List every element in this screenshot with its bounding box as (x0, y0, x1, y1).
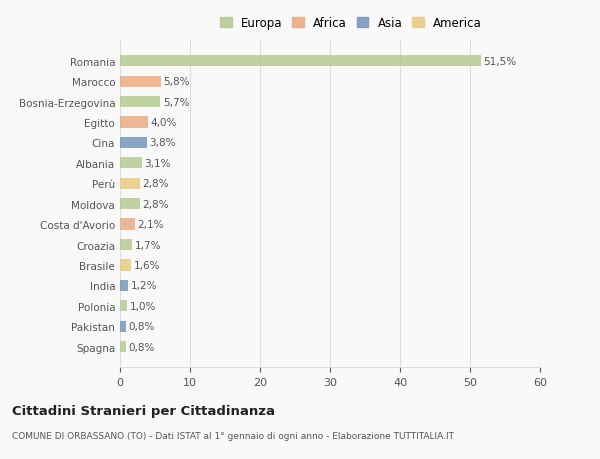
Text: 0,8%: 0,8% (128, 342, 155, 352)
Text: 1,6%: 1,6% (134, 260, 161, 270)
Text: 5,7%: 5,7% (163, 97, 189, 107)
Bar (120, 178, 140, 190)
Text: 3,1%: 3,1% (145, 158, 171, 168)
Text: 2,8%: 2,8% (142, 199, 169, 209)
Bar (120, 199, 140, 210)
Bar (120, 77, 161, 88)
Bar (120, 260, 131, 271)
Bar (120, 117, 148, 129)
Text: 4,0%: 4,0% (151, 118, 177, 128)
Bar (120, 138, 146, 149)
Text: 1,0%: 1,0% (130, 301, 156, 311)
Bar (120, 240, 132, 251)
Text: 2,8%: 2,8% (142, 179, 169, 189)
Text: 0,8%: 0,8% (128, 321, 155, 331)
Text: 1,2%: 1,2% (131, 281, 158, 291)
Text: 1,7%: 1,7% (134, 240, 161, 250)
Bar (120, 56, 481, 67)
Bar (120, 219, 134, 230)
Bar (120, 301, 127, 312)
Legend: Europa, Africa, Asia, America: Europa, Africa, Asia, America (218, 15, 484, 32)
Text: 3,8%: 3,8% (149, 138, 176, 148)
Text: 5,8%: 5,8% (163, 77, 190, 87)
Text: 51,5%: 51,5% (484, 57, 517, 67)
Bar (120, 341, 125, 353)
Text: COMUNE DI ORBASSANO (TO) - Dati ISTAT al 1° gennaio di ogni anno - Elaborazione : COMUNE DI ORBASSANO (TO) - Dati ISTAT al… (12, 431, 454, 441)
Text: 2,1%: 2,1% (137, 219, 164, 230)
Bar (120, 97, 160, 108)
Text: Cittadini Stranieri per Cittadinanza: Cittadini Stranieri per Cittadinanza (12, 404, 275, 417)
Bar (120, 280, 128, 291)
Bar (120, 321, 125, 332)
Bar (120, 158, 142, 169)
